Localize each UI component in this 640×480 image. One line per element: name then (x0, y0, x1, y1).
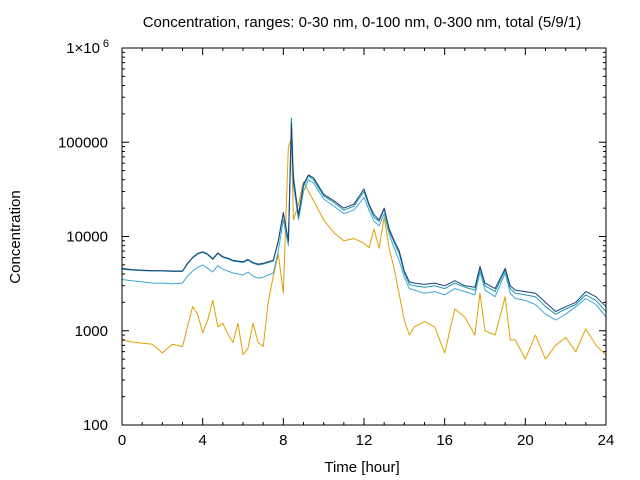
y-tick-labels: 100 1000 10000 100000 1×10 6 (58, 38, 109, 434)
x-tick-label: 4 (198, 432, 206, 449)
y-tick-label: 100 (83, 417, 108, 434)
tick-layer (121, 47, 607, 426)
x-tick-label: 8 (279, 432, 287, 449)
y-tick-label: 1×10 (66, 40, 100, 57)
x-tick-label: 12 (356, 432, 373, 449)
x-axis-label: Time [hour] (324, 459, 399, 476)
series-layer (121, 117, 607, 360)
series-line-2 (121, 117, 607, 315)
y-tick-label: 1000 (75, 323, 108, 340)
series-line-1 (121, 122, 607, 312)
y-tick-label: 100000 (58, 134, 108, 151)
y-tick-label: 10000 (66, 229, 108, 246)
x-tick-label: 20 (517, 432, 534, 449)
y-tick-label-exponent: 6 (103, 38, 109, 50)
x-tick-label: 24 (598, 432, 615, 449)
series-line-4 (121, 137, 607, 360)
x-tick-labels: 0 4 8 12 16 20 24 (118, 432, 615, 449)
y-axis-label: Concentration (7, 190, 24, 283)
x-tick-label: 16 (436, 432, 453, 449)
chart-title: Concentration, ranges: 0-30 nm, 0-100 nm… (143, 14, 582, 31)
x-tick-label: 0 (118, 432, 126, 449)
series-line-3 (121, 131, 607, 321)
